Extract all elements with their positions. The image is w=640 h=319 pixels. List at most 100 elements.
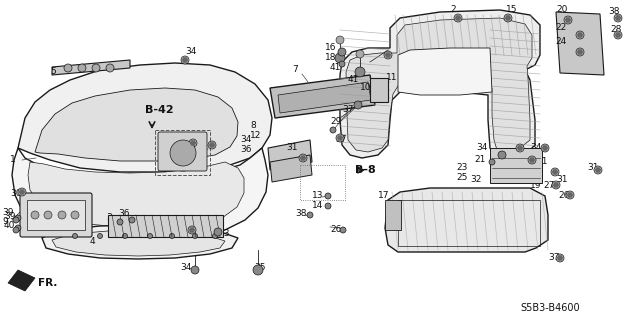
Circle shape	[18, 188, 26, 196]
Polygon shape	[191, 141, 195, 145]
Circle shape	[576, 31, 584, 39]
Circle shape	[212, 234, 218, 239]
Polygon shape	[182, 58, 188, 62]
Text: 34: 34	[530, 144, 541, 152]
Circle shape	[325, 203, 331, 209]
Circle shape	[528, 156, 536, 164]
Text: 14: 14	[312, 202, 323, 211]
Text: 20: 20	[556, 5, 568, 14]
Text: 19: 19	[530, 181, 541, 189]
Circle shape	[307, 212, 313, 218]
Polygon shape	[616, 33, 620, 37]
Circle shape	[170, 234, 175, 239]
Circle shape	[78, 64, 86, 72]
Polygon shape	[52, 60, 130, 75]
Text: 12: 12	[250, 130, 261, 139]
Circle shape	[181, 56, 189, 64]
Text: B-42: B-42	[145, 105, 173, 115]
Text: 38: 38	[608, 8, 620, 17]
Text: 5: 5	[50, 68, 56, 77]
Text: 39: 39	[4, 212, 15, 221]
Circle shape	[564, 16, 572, 24]
Circle shape	[13, 227, 19, 233]
Polygon shape	[456, 16, 460, 20]
Text: 34: 34	[476, 144, 488, 152]
Text: 29: 29	[330, 117, 341, 127]
Circle shape	[31, 211, 39, 219]
Text: 7: 7	[292, 65, 298, 75]
Text: 37: 37	[342, 106, 353, 115]
Circle shape	[498, 151, 506, 159]
Circle shape	[551, 168, 559, 176]
Polygon shape	[578, 33, 582, 37]
Polygon shape	[518, 146, 522, 150]
Polygon shape	[268, 140, 312, 170]
Circle shape	[338, 48, 346, 56]
Circle shape	[594, 166, 602, 174]
Text: 35: 35	[254, 263, 266, 272]
Bar	[398, 200, 540, 246]
Text: 26: 26	[558, 190, 570, 199]
FancyBboxPatch shape	[20, 193, 92, 237]
Circle shape	[170, 140, 196, 166]
Circle shape	[64, 64, 72, 72]
Polygon shape	[270, 75, 375, 118]
Text: 23: 23	[456, 164, 467, 173]
Circle shape	[355, 67, 365, 77]
Circle shape	[340, 227, 346, 233]
Polygon shape	[18, 63, 272, 172]
Text: 41: 41	[330, 63, 341, 72]
Circle shape	[489, 159, 495, 165]
Polygon shape	[568, 193, 572, 197]
Circle shape	[122, 234, 127, 239]
Text: 25: 25	[456, 174, 467, 182]
Text: 15: 15	[506, 5, 518, 14]
Text: 34: 34	[180, 219, 191, 228]
Polygon shape	[340, 10, 540, 160]
Text: 17: 17	[378, 190, 390, 199]
Bar	[108, 215, 223, 237]
Circle shape	[13, 217, 19, 223]
Circle shape	[214, 228, 222, 236]
Text: 31: 31	[287, 144, 298, 152]
Text: 31: 31	[556, 175, 568, 184]
Circle shape	[556, 254, 564, 262]
Polygon shape	[596, 168, 600, 172]
Circle shape	[147, 234, 152, 239]
Text: 31: 31	[587, 164, 598, 173]
Polygon shape	[557, 256, 563, 260]
Polygon shape	[301, 156, 305, 160]
Bar	[490, 148, 542, 183]
Polygon shape	[385, 188, 548, 252]
Circle shape	[253, 265, 263, 275]
Circle shape	[384, 51, 392, 59]
Text: 1: 1	[10, 155, 16, 165]
Circle shape	[566, 191, 574, 199]
Text: 4: 4	[90, 238, 95, 247]
Text: 8: 8	[250, 121, 256, 130]
Text: 24: 24	[555, 38, 566, 47]
Circle shape	[454, 14, 462, 22]
Circle shape	[339, 61, 345, 67]
Text: 37: 37	[548, 254, 559, 263]
Polygon shape	[35, 88, 238, 161]
Text: 11: 11	[386, 73, 397, 83]
Circle shape	[356, 50, 364, 58]
Circle shape	[193, 234, 198, 239]
Circle shape	[504, 14, 512, 22]
Polygon shape	[20, 190, 24, 194]
Circle shape	[354, 101, 362, 109]
FancyBboxPatch shape	[158, 132, 207, 171]
Polygon shape	[278, 82, 371, 113]
Polygon shape	[398, 48, 492, 95]
Polygon shape	[506, 16, 511, 20]
Polygon shape	[543, 146, 547, 150]
Text: 28: 28	[610, 26, 621, 34]
Text: 9: 9	[2, 217, 8, 226]
Circle shape	[117, 219, 123, 225]
Circle shape	[71, 211, 79, 219]
Text: 2: 2	[450, 5, 456, 14]
Circle shape	[92, 64, 100, 72]
Polygon shape	[28, 162, 244, 228]
Circle shape	[15, 215, 21, 221]
